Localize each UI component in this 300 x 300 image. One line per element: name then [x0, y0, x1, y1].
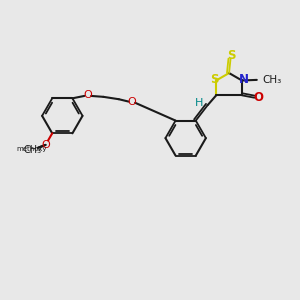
- Text: CH₃: CH₃: [23, 145, 41, 155]
- Text: S: S: [227, 49, 236, 62]
- Text: methoxy: methoxy: [16, 146, 46, 152]
- Text: O: O: [83, 90, 92, 100]
- Text: H: H: [195, 98, 203, 108]
- Text: N: N: [239, 73, 249, 86]
- Text: O: O: [41, 140, 50, 150]
- Text: S: S: [211, 74, 219, 86]
- Text: O: O: [253, 91, 263, 104]
- Text: O: O: [128, 97, 136, 107]
- Text: CH₃: CH₃: [262, 75, 281, 85]
